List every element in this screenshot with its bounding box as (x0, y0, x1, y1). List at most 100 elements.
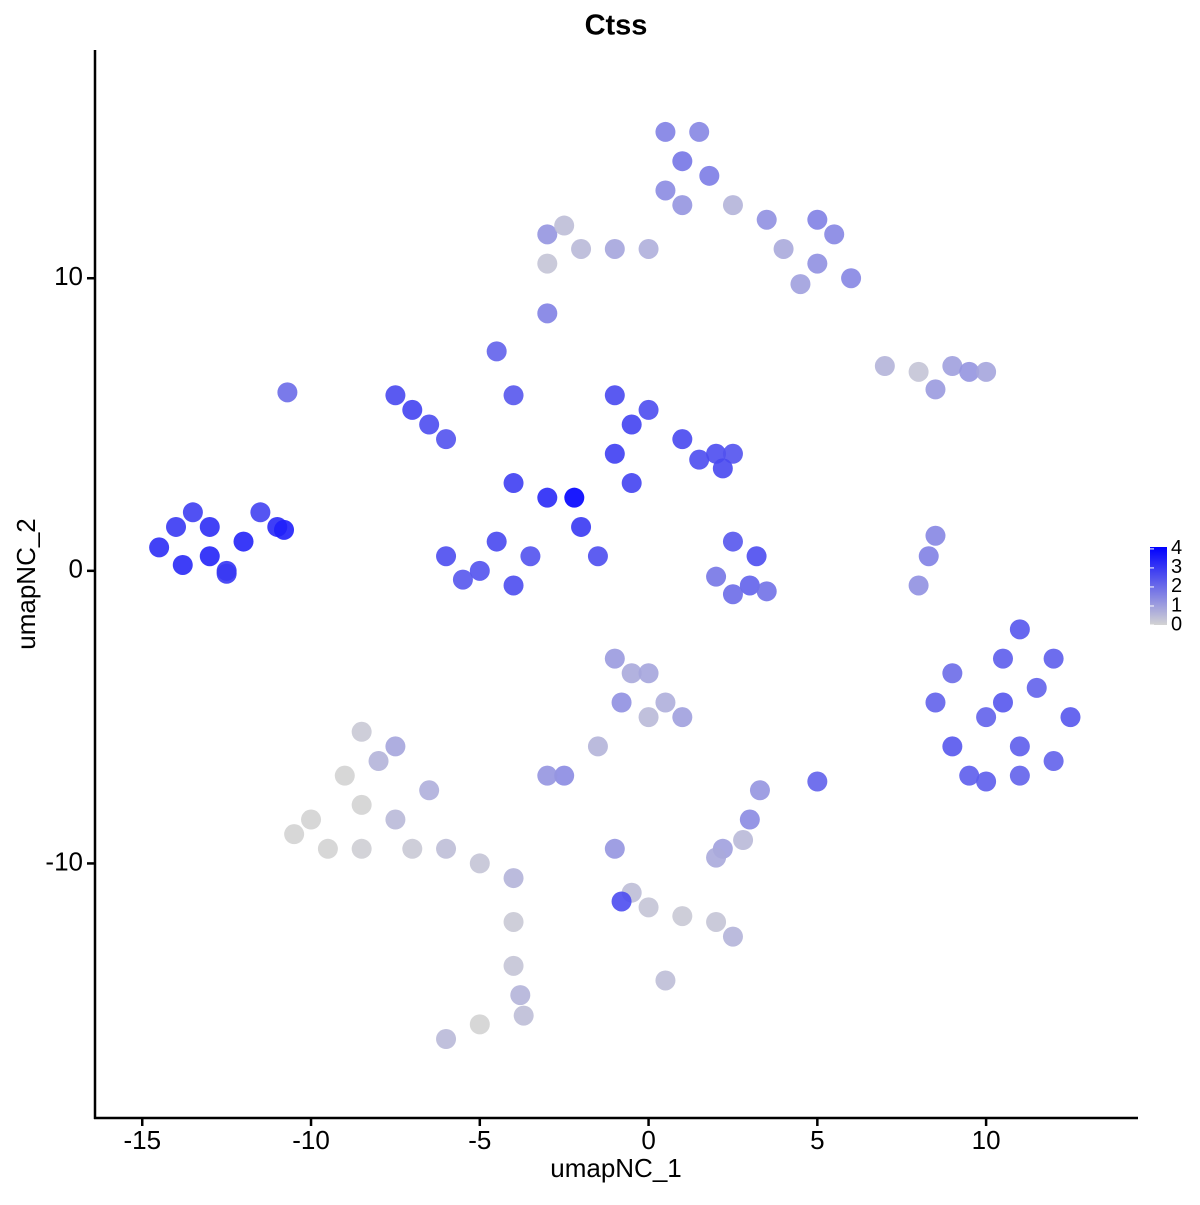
point (908, 361, 929, 382)
point (1043, 648, 1064, 669)
point (486, 531, 507, 552)
point (621, 473, 642, 494)
y-tick-label: -10 (45, 846, 83, 876)
point (733, 830, 754, 851)
point (739, 575, 760, 596)
point (611, 891, 632, 912)
point (942, 356, 963, 377)
point (503, 575, 524, 596)
point (773, 238, 794, 259)
point (503, 911, 524, 932)
point (385, 385, 406, 406)
point (638, 663, 659, 684)
point (638, 707, 659, 728)
x-tick-label: 10 (972, 1125, 1001, 1155)
point (655, 692, 676, 713)
point (672, 429, 693, 450)
point (706, 911, 727, 932)
point (554, 215, 575, 236)
point (1043, 751, 1064, 772)
point (604, 443, 625, 464)
point (976, 771, 997, 792)
point (503, 473, 524, 494)
point (959, 765, 980, 786)
point (503, 385, 524, 406)
point (604, 385, 625, 406)
point (638, 238, 659, 259)
point (689, 449, 710, 470)
point (436, 838, 457, 859)
point (402, 838, 423, 859)
point (604, 238, 625, 259)
point (513, 1005, 534, 1026)
point (689, 121, 710, 142)
point (756, 209, 777, 230)
point (672, 707, 693, 728)
point (368, 751, 389, 772)
point (918, 546, 939, 567)
point (537, 253, 558, 274)
point (469, 853, 490, 874)
point (385, 736, 406, 757)
point (436, 429, 457, 450)
point (274, 519, 295, 540)
point (587, 546, 608, 567)
point (976, 707, 997, 728)
point (807, 771, 828, 792)
point (510, 985, 531, 1006)
point (1009, 619, 1030, 640)
point (925, 379, 946, 400)
point (824, 224, 845, 245)
point (611, 692, 632, 713)
x-tick-label: -5 (468, 1125, 491, 1155)
point (537, 224, 558, 245)
colorbar-tick-label: 2 (1171, 575, 1182, 597)
x-tick-label: 0 (641, 1125, 655, 1155)
point (722, 584, 743, 605)
point (149, 537, 170, 558)
point (699, 165, 720, 186)
point (317, 838, 338, 859)
point (790, 274, 811, 295)
point (554, 765, 575, 786)
x-tick-label: 5 (810, 1125, 824, 1155)
point (874, 356, 895, 377)
point (604, 648, 625, 669)
point (1026, 677, 1047, 698)
point (672, 906, 693, 927)
point (992, 648, 1013, 669)
x-axis-label: umapNC_1 (550, 1153, 682, 1183)
points-layer (149, 121, 1081, 1049)
point (942, 663, 963, 684)
point (638, 897, 659, 918)
point (706, 847, 727, 868)
point (722, 195, 743, 216)
point (925, 525, 946, 546)
point (655, 180, 676, 201)
point (908, 575, 929, 596)
colorbar-tick-label: 3 (1171, 556, 1182, 578)
point (351, 838, 372, 859)
point (672, 151, 693, 172)
point (712, 458, 733, 479)
point (672, 195, 693, 216)
point (1060, 707, 1081, 728)
point (621, 414, 642, 435)
colorbar-tick-label: 0 (1171, 613, 1182, 635)
point (621, 663, 642, 684)
point (706, 566, 727, 587)
point (419, 414, 440, 435)
point (537, 487, 558, 508)
point (250, 502, 271, 523)
point (807, 209, 828, 230)
point (486, 341, 507, 362)
point (722, 443, 743, 464)
point (436, 1028, 457, 1049)
point (166, 516, 187, 537)
point (520, 546, 541, 567)
point (172, 554, 193, 575)
point (503, 955, 524, 976)
point (925, 692, 946, 713)
point (402, 399, 423, 420)
point (722, 531, 743, 552)
